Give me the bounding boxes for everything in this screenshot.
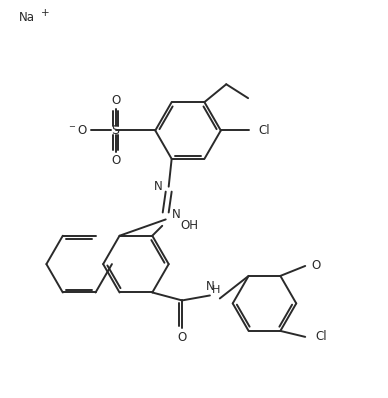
Text: O: O [177, 331, 187, 343]
Text: O: O [111, 94, 120, 107]
Text: OH: OH [180, 219, 198, 232]
Text: Cl: Cl [258, 124, 270, 137]
Text: S: S [112, 124, 120, 137]
Text: +: + [41, 8, 50, 18]
Text: Cl: Cl [315, 330, 327, 343]
Text: Na: Na [19, 11, 35, 24]
Text: O: O [111, 154, 120, 167]
Text: N: N [171, 208, 180, 221]
Text: O: O [311, 259, 320, 273]
Text: N: N [206, 281, 214, 293]
Text: H: H [212, 285, 220, 295]
Text: $^-$O: $^-$O [67, 124, 88, 137]
Text: N: N [154, 180, 163, 193]
